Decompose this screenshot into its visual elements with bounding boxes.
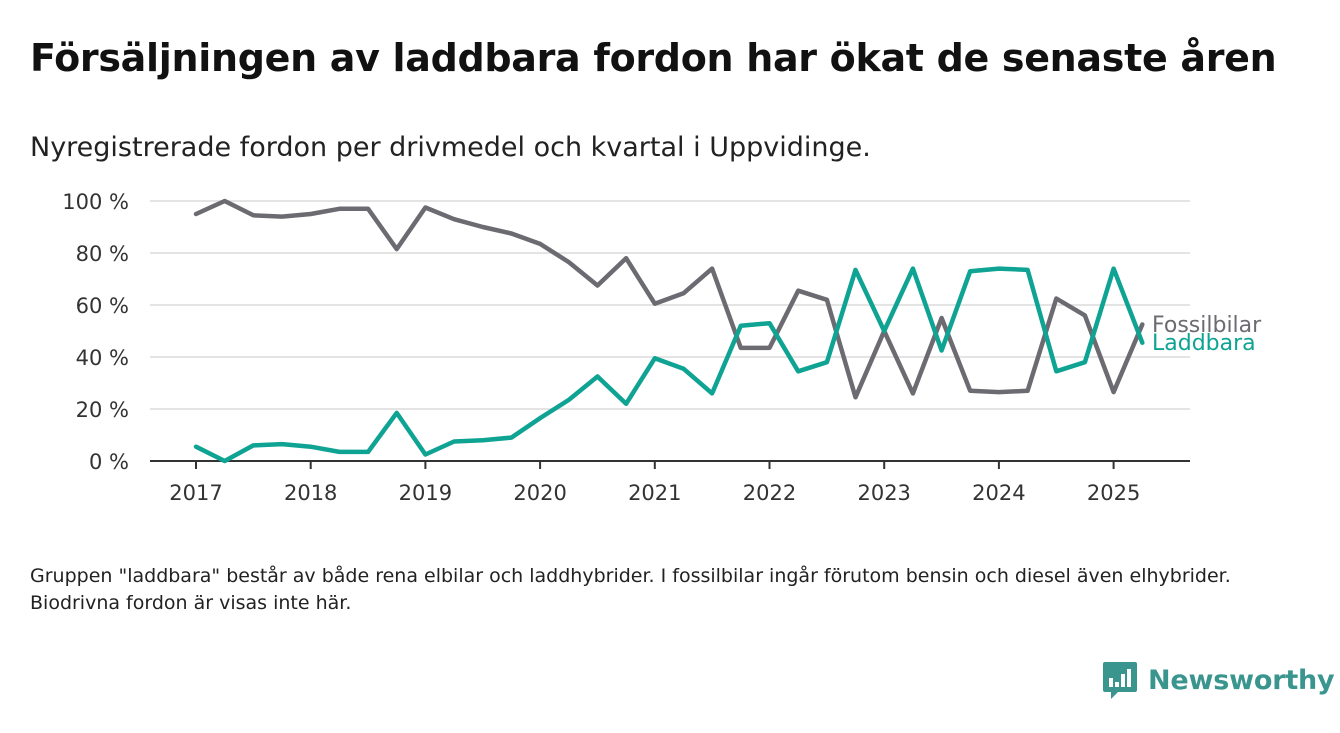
series-label-fossilbilar: Fossilbilar	[1152, 313, 1262, 338]
x-tick-label: 2017	[169, 481, 222, 505]
bar-chart-speech-icon	[1103, 662, 1137, 699]
series-label-laddbara: Laddbara	[1152, 331, 1256, 356]
y-tick-label: 80 %	[76, 242, 129, 266]
y-tick-label: 100 %	[62, 190, 129, 214]
logo-text: Newsworthy	[1148, 664, 1335, 696]
x-tick-label: 2021	[628, 481, 681, 505]
y-tick-label: 0 %	[89, 450, 129, 474]
chart-subtitle: Nyregistrerade fordon per drivmedel och …	[30, 132, 871, 163]
y-tick-label: 20 %	[76, 398, 129, 422]
x-axis-ticks: 2017 2018 2019 2020 2021 2022 2023 2024 2025	[169, 461, 1140, 505]
y-axis-ticks: 0 % 20 % 40 % 60 % 80 % 100 %	[62, 190, 129, 474]
chart-title: Försäljningen av laddbara fordon har öka…	[30, 36, 1277, 80]
series-lines	[193, 198, 1145, 464]
x-tick-label: 2023	[857, 481, 910, 505]
y-tick-label: 40 %	[76, 346, 129, 370]
series-line-fossilbilar	[193, 198, 1145, 400]
x-tick-label: 2018	[284, 481, 337, 505]
x-tick-label: 2019	[399, 481, 452, 505]
x-tick-label: 2022	[743, 481, 796, 505]
x-tick-label: 2024	[972, 481, 1025, 505]
x-tick-label: 2025	[1087, 481, 1140, 505]
x-tick-label: 2020	[513, 481, 566, 505]
y-tick-label: 60 %	[76, 294, 129, 318]
series-line-laddbara	[193, 266, 1145, 464]
newsworthy-logo[interactable]: Newsworthy	[1102, 660, 1335, 700]
gridlines	[150, 200, 1190, 410]
footnote: Gruppen "laddbara" består av både rena e…	[30, 565, 1231, 614]
